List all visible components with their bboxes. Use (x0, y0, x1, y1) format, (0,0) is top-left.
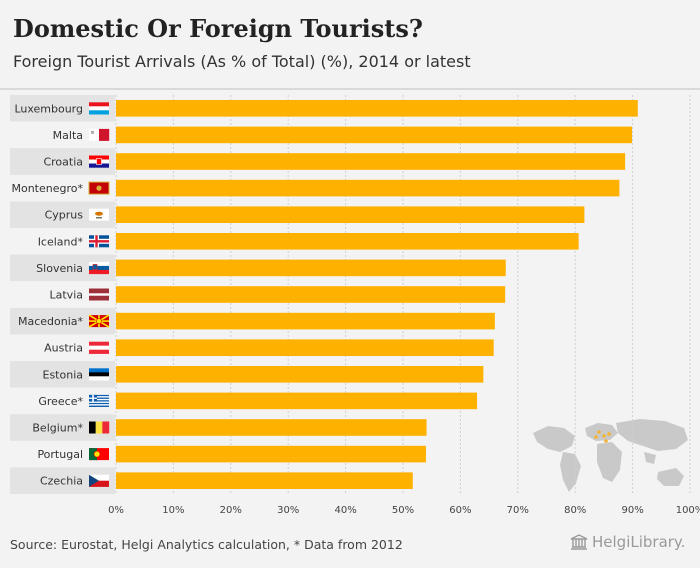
continent-shape (597, 442, 622, 482)
header-divider (0, 88, 700, 90)
highlight-dot (604, 439, 608, 443)
continent-shape (585, 423, 618, 441)
category-label: Latvia (50, 289, 84, 302)
world-map-icon (533, 419, 688, 492)
highlight-dot (594, 435, 598, 439)
x-tick-label: 70% (507, 505, 529, 516)
belgium-flag (89, 421, 110, 434)
estonia-flag (89, 368, 109, 381)
category-label: Austria (44, 342, 83, 355)
bar (116, 392, 478, 410)
helgi-library-logo[interactable]: HelgiLibrary. (570, 533, 685, 551)
continent-shape (616, 419, 688, 451)
category-label: Estonia (43, 368, 84, 381)
category-label: Luxembourg (14, 102, 83, 115)
austria-flag (89, 341, 109, 354)
category-label: Cyprus (45, 209, 84, 222)
croatia-flag (89, 155, 109, 168)
category-label: Greece* (38, 395, 83, 408)
bar-chart: Luxembourg Malta Croatia Montenegro* Cyprus I… (0, 88, 700, 516)
highlight-dot (607, 432, 611, 436)
category-label: Belgium* (32, 422, 83, 435)
luxembourg-flag (89, 102, 109, 115)
bar (116, 153, 626, 170)
category-label: Portugal (37, 448, 83, 461)
highlight-dot (597, 430, 601, 434)
x-tick-label: 30% (277, 505, 299, 516)
category-label: Croatia (43, 156, 83, 169)
bar (116, 286, 506, 303)
bar (116, 126, 633, 144)
x-tick-label: 50% (392, 505, 414, 516)
chart-title: Domestic Or Foreign Tourists? (13, 14, 423, 43)
x-tick-label: 80% (564, 505, 586, 516)
x-tick-label: 10% (162, 505, 184, 516)
bar (116, 233, 579, 250)
chart-subtitle: Foreign Tourist Arrivals (As % of Total)… (13, 52, 471, 71)
continent-shape (644, 452, 656, 464)
continent-shape (533, 426, 575, 452)
bar (116, 445, 426, 463)
bar (116, 419, 427, 436)
category-label: Montenegro* (11, 182, 83, 195)
x-tick-label: 100% (676, 505, 700, 516)
category-label: Czechia (40, 475, 83, 488)
logo-text: HelgiLibrary. (592, 533, 686, 551)
category-label: Macedonia* (18, 315, 84, 328)
macedonia-flag (88, 314, 110, 328)
category-label: Malta (53, 129, 83, 142)
continent-shape (657, 468, 684, 486)
x-tick-label: 90% (621, 505, 643, 516)
malta-flag (89, 128, 110, 141)
montenegro-flag (88, 181, 110, 195)
greece-flag (89, 394, 109, 407)
bar (116, 179, 620, 197)
bar (116, 472, 413, 489)
x-tick-label: 20% (220, 505, 242, 516)
bar (116, 206, 585, 223)
source-note: Source: Eurostat, Helgi Analytics calcul… (10, 537, 403, 552)
continent-shape (560, 452, 581, 492)
bar (116, 259, 506, 277)
latvia-flag (89, 288, 109, 301)
bar (116, 100, 638, 117)
x-tick-label: 60% (449, 505, 471, 516)
category-label: Slovenia (36, 262, 83, 275)
x-tick-label: 0% (108, 505, 124, 516)
cyprus-flag (89, 208, 109, 221)
czechia-flag (89, 474, 109, 487)
highlight-dot (602, 434, 606, 438)
library-building-icon (570, 534, 588, 550)
bar (116, 312, 495, 330)
x-tick-label: 40% (334, 505, 356, 516)
iceland-flag (89, 235, 109, 248)
slovenia-flag (89, 261, 109, 275)
portugal-flag (89, 448, 109, 461)
bar (116, 366, 484, 383)
bar (116, 339, 494, 356)
plot-area: Luxembourg Malta Croatia Montenegro* Cyprus I… (10, 95, 700, 516)
category-label: Iceland* (38, 235, 84, 248)
